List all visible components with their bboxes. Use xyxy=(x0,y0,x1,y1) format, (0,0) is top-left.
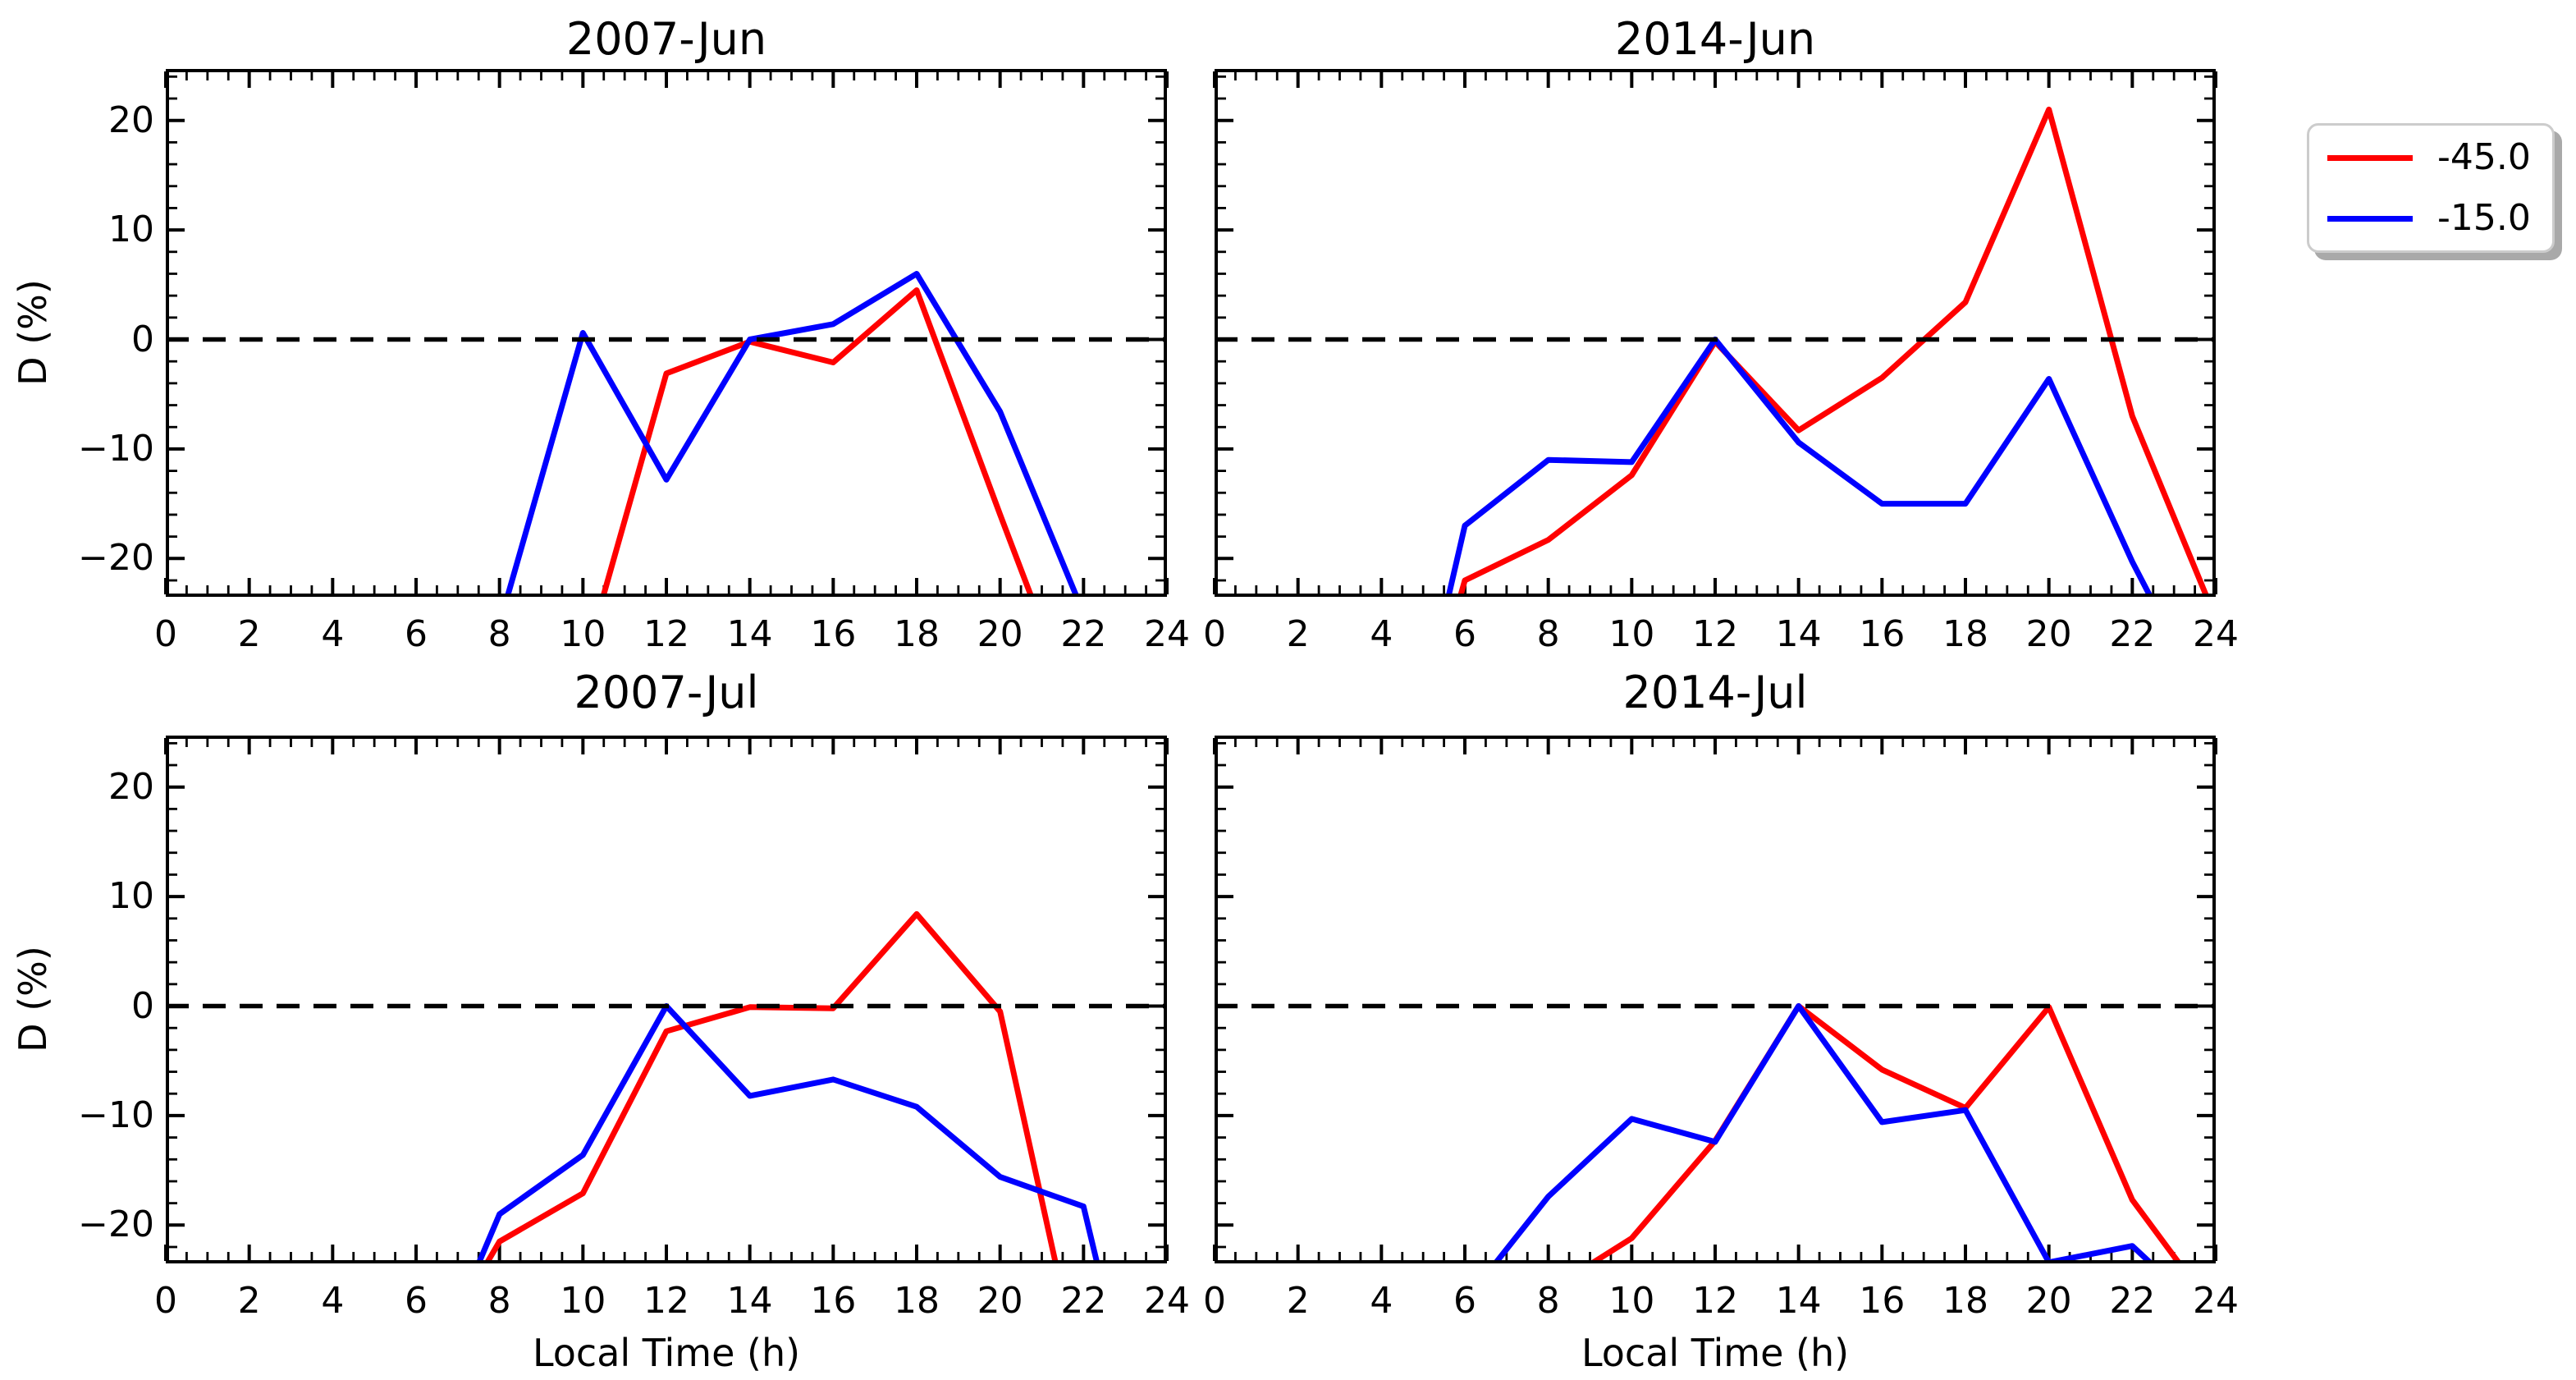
x-tick-label: 16 xyxy=(810,613,857,655)
y-tick-label: −10 xyxy=(78,427,154,470)
panel-title-2007-jul: 2007-Jul xyxy=(574,667,759,718)
x-tick-label: 4 xyxy=(321,613,345,655)
x-tick-label: 14 xyxy=(726,1280,773,1322)
red-line-sample xyxy=(2327,154,2413,161)
x-tick-label: 2 xyxy=(1286,1280,1310,1322)
x-tick-label: 6 xyxy=(405,613,428,655)
x-tick-label: 12 xyxy=(643,1280,689,1322)
axis-ticks xyxy=(164,738,1169,1261)
x-axis-label-left: Local Time (h) xyxy=(532,1331,801,1375)
x-tick-label: 6 xyxy=(1453,613,1476,655)
series-line--15.0 xyxy=(1445,337,2154,597)
x-tick-label: 24 xyxy=(1144,613,1190,655)
x-tick-label: 24 xyxy=(2193,1280,2239,1322)
x-tick-label: 0 xyxy=(154,1280,177,1322)
x-tick-label: 12 xyxy=(1692,1280,1738,1322)
axes-spines xyxy=(1215,69,2216,597)
x-tick-label: 16 xyxy=(810,1280,857,1322)
legend-box: -45.0 -15.0 xyxy=(2307,123,2555,253)
axis-ticks xyxy=(164,71,1169,594)
y-tick-label: 10 xyxy=(108,209,154,251)
plot-area-2014-jun xyxy=(1213,69,2217,597)
x-tick-label: 2 xyxy=(237,1280,261,1322)
x-tick-label: 0 xyxy=(1203,1280,1226,1322)
axes-spines xyxy=(166,69,1167,597)
x-tick-label: 6 xyxy=(1453,1280,1476,1322)
axis-ticks xyxy=(1213,71,2217,594)
x-tick-label: 0 xyxy=(154,613,177,655)
x-tick-label: 8 xyxy=(1536,613,1560,655)
x-tick-label: 14 xyxy=(726,613,773,655)
x-tick-label: 2 xyxy=(237,613,261,655)
y-tick-label: 0 xyxy=(131,318,154,360)
x-tick-label: 18 xyxy=(1942,1280,1988,1322)
plot-area-2007-jun xyxy=(164,69,1169,597)
legend-item-blue: -15.0 xyxy=(2327,199,2534,238)
y-tick-label: −20 xyxy=(78,537,154,580)
x-tick-label: 24 xyxy=(2193,613,2239,655)
axes-spines xyxy=(1215,736,2216,1263)
x-tick-label: 0 xyxy=(1203,613,1226,655)
series-line--15.0 xyxy=(475,1003,1100,1263)
plot-area-2014-jul xyxy=(1213,736,2217,1263)
x-tick-label: 18 xyxy=(1942,613,1988,655)
x-tick-label: 20 xyxy=(977,1280,1023,1322)
x-tick-label: 20 xyxy=(977,613,1023,655)
plot-area-2007-jul xyxy=(164,736,1169,1263)
x-tick-label: 10 xyxy=(1608,613,1655,655)
series-line--45.0 xyxy=(600,287,1035,597)
x-tick-label: 18 xyxy=(894,1280,940,1322)
axes-spines xyxy=(166,736,1167,1263)
x-tick-label: 16 xyxy=(1859,1280,1906,1322)
series-line--45.0 xyxy=(483,910,1059,1263)
x-tick-label: 2 xyxy=(1286,613,1310,655)
x-tick-label: 22 xyxy=(1060,1280,1107,1322)
y-tick-label: −10 xyxy=(78,1093,154,1136)
x-axis-label-right: Local Time (h) xyxy=(1581,1331,1850,1375)
y-tick-label: 10 xyxy=(108,875,154,918)
x-tick-label: 18 xyxy=(894,613,940,655)
x-tick-label: 20 xyxy=(2025,613,2072,655)
panel-title-2014-jun: 2014-Jun xyxy=(1614,13,1816,65)
y-tick-label: −20 xyxy=(78,1203,154,1246)
x-tick-label: 14 xyxy=(1775,613,1822,655)
series-line--45.0 xyxy=(1457,106,2210,597)
x-tick-label: 12 xyxy=(643,613,689,655)
panel-title-2007-jun: 2007-Jun xyxy=(565,13,767,65)
x-tick-label: 10 xyxy=(560,1280,606,1322)
x-tick-label: 16 xyxy=(1859,613,1906,655)
series-line--15.0 xyxy=(1491,1003,2156,1263)
x-tick-label: 12 xyxy=(1692,613,1738,655)
y-tick-label: 0 xyxy=(131,984,154,1027)
panel-title-2014-jul: 2014-Jul xyxy=(1622,667,1808,718)
x-tick-label: 8 xyxy=(487,613,511,655)
x-tick-label: 22 xyxy=(2109,1280,2156,1322)
x-tick-label: 6 xyxy=(405,1280,428,1322)
x-tick-label: 8 xyxy=(1536,1280,1560,1322)
legend-item-red: -45.0 xyxy=(2327,138,2534,177)
x-tick-label: 24 xyxy=(1144,1280,1190,1322)
series-line--45.0 xyxy=(1586,1003,2183,1263)
x-tick-label: 20 xyxy=(2025,1280,2072,1322)
x-tick-label: 14 xyxy=(1775,1280,1822,1322)
legend-label-red: -45.0 xyxy=(2437,136,2531,178)
x-tick-label: 10 xyxy=(560,613,606,655)
blue-line-sample xyxy=(2327,215,2413,222)
x-tick-label: 4 xyxy=(1370,1280,1393,1322)
x-tick-label: 10 xyxy=(1608,1280,1655,1322)
x-tick-label: 4 xyxy=(1370,613,1393,655)
y-tick-label: 20 xyxy=(108,99,154,141)
axis-ticks xyxy=(1213,738,2217,1261)
legend-label-blue: -15.0 xyxy=(2437,197,2531,239)
x-tick-label: 4 xyxy=(321,1280,345,1322)
x-tick-label: 8 xyxy=(487,1280,511,1322)
x-tick-label: 22 xyxy=(1060,613,1107,655)
series-line--15.0 xyxy=(504,271,1080,597)
x-tick-label: 22 xyxy=(2109,613,2156,655)
y-tick-label: 20 xyxy=(108,765,154,808)
